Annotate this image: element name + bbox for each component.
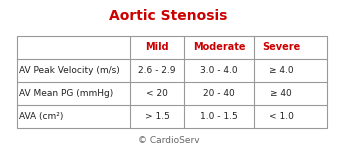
Bar [17, 36, 327, 128]
Text: 20 - 40: 20 - 40 [203, 89, 235, 98]
Text: Mild: Mild [145, 42, 169, 52]
Text: 2.6 - 2.9: 2.6 - 2.9 [139, 66, 176, 75]
Text: Aortic Stenosis: Aortic Stenosis [109, 9, 228, 23]
Text: ≥ 4.0: ≥ 4.0 [269, 66, 294, 75]
Text: Severe: Severe [262, 42, 300, 52]
Text: < 1.0: < 1.0 [269, 112, 294, 121]
Text: © CardioServ: © CardioServ [138, 136, 199, 145]
Text: 1.0 - 1.5: 1.0 - 1.5 [200, 112, 238, 121]
Text: > 1.5: > 1.5 [145, 112, 170, 121]
Text: AV Peak Velocity (m/s): AV Peak Velocity (m/s) [19, 66, 120, 75]
Text: ≥ 40: ≥ 40 [270, 89, 292, 98]
Text: 3.0 - 4.0: 3.0 - 4.0 [200, 66, 238, 75]
Text: AVA (cm²): AVA (cm²) [19, 112, 64, 121]
Text: AV Mean PG (mmHg): AV Mean PG (mmHg) [19, 89, 114, 98]
Text: < 20: < 20 [146, 89, 168, 98]
Text: Moderate: Moderate [193, 42, 245, 52]
